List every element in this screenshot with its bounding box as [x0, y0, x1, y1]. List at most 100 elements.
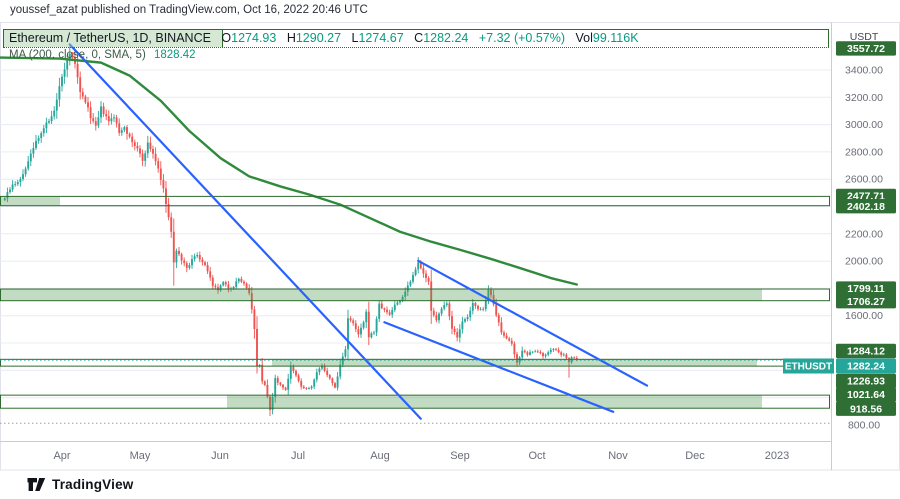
candle-down: [149, 142, 152, 149]
candle-down: [284, 387, 287, 390]
current-price-tag-text: 1282.24: [847, 361, 885, 373]
series-legend-row[interactable]: Ethereum / TetherUS, 1D, BINANCE O1274.9…: [9, 31, 639, 45]
zone-price-tag-text: 1226.93: [847, 376, 885, 388]
candle-up: [274, 378, 277, 397]
candle-down: [87, 102, 89, 108]
candle-up: [399, 300, 401, 303]
candle-up: [396, 302, 399, 305]
candle-up: [32, 148, 35, 154]
candle-up: [37, 138, 40, 141]
tradingview-brand-text: TradingView: [52, 477, 134, 492]
low-label: L: [351, 31, 359, 45]
candle-down: [326, 370, 329, 376]
candle-up: [113, 117, 115, 119]
candle-down: [139, 148, 141, 154]
candle-down: [224, 282, 227, 285]
candle-up: [9, 189, 11, 193]
candle-down: [323, 365, 326, 371]
candle-up: [534, 351, 537, 353]
zone-price-tag: [836, 401, 896, 416]
candle-up: [110, 118, 113, 122]
candle-up: [466, 317, 469, 320]
candle-down: [523, 350, 526, 353]
time-tick-label: Jul: [291, 450, 305, 462]
trendline[interactable]: [68, 43, 422, 420]
supply-demand-zone[interactable]: [0, 394, 830, 409]
candle-up: [412, 275, 414, 282]
zone-price-tag: [836, 293, 896, 309]
candle-up: [375, 318, 378, 333]
candle-up: [401, 296, 404, 301]
candle-up: [55, 99, 58, 111]
time-scale[interactable]: Apr May Jun Jul Aug Sep Oct Nov Dec 2023: [53, 450, 789, 462]
open-value: 1274.93: [231, 31, 277, 45]
low-value: 1274.67: [358, 31, 404, 45]
candle-down: [432, 310, 435, 316]
symbol-price-tag: [783, 358, 834, 374]
zone-price-tag: [836, 373, 896, 389]
candle-up: [531, 351, 534, 353]
price-tick-label: 800.00: [848, 419, 880, 431]
zone-fill[interactable]: [0, 289, 762, 301]
candle-down: [185, 263, 188, 268]
candle-down: [136, 145, 139, 149]
ma-title: MA (200, close, 0, SMA, 5): [9, 49, 146, 61]
candle-down: [115, 117, 118, 124]
candle-up: [438, 313, 440, 321]
close-value: 1282.24: [423, 31, 469, 45]
candle-down: [536, 351, 539, 353]
candle-down: [497, 315, 500, 323]
candle-up: [443, 305, 446, 309]
candle-down: [565, 354, 568, 359]
zone-price-tag: [836, 387, 896, 402]
gridlines: [0, 69, 831, 399]
candle-down: [131, 136, 134, 143]
candle-down: [490, 289, 492, 296]
price-tick-label: 2200.00: [845, 228, 883, 240]
candle-down: [349, 318, 352, 321]
candle-up: [287, 378, 290, 390]
candle-up: [445, 303, 448, 306]
candle-down: [575, 357, 578, 360]
candle-up: [45, 122, 48, 129]
price-scale[interactable]: USDT 3400.00 3200.00 3000.00 2800.00 2600.00 2…: [783, 31, 896, 431]
zone-fill[interactable]: [227, 395, 762, 409]
candle-up: [146, 142, 149, 154]
trendline[interactable]: [417, 259, 649, 387]
ma-legend-row[interactable]: MA (200, close, 0, SMA, 5) 1828.42: [9, 49, 196, 61]
candle-down: [89, 107, 92, 119]
candle-down: [263, 381, 266, 385]
candle-down: [269, 396, 271, 410]
candle-up: [321, 365, 323, 369]
tradingview-attribution[interactable]: TradingView: [27, 477, 133, 492]
candle-up: [414, 269, 417, 276]
supply-demand-zone[interactable]: [0, 288, 830, 302]
candle-up: [97, 117, 100, 126]
candle-down: [560, 352, 563, 355]
tradingview-logo-icon: [27, 478, 46, 491]
zone-fill[interactable]: [272, 359, 757, 367]
candle-down: [427, 278, 430, 282]
candle-down: [386, 309, 388, 313]
series-selection-box[interactable]: [3, 29, 829, 48]
candle-up: [58, 86, 61, 100]
time-tick-label: Oct: [528, 450, 545, 462]
candle-up: [232, 286, 235, 289]
candle-up: [191, 259, 193, 266]
candle-down: [245, 283, 248, 289]
candle-down: [152, 148, 154, 154]
candle-up: [417, 262, 420, 270]
volume-label: Vol: [575, 31, 593, 45]
candle-up: [289, 366, 292, 379]
ma-200-line[interactable]: [0, 56, 578, 286]
zone-fill[interactable]: [0, 196, 60, 206]
symbol-title[interactable]: Ethereum / TetherUS, 1D, BINANCE: [9, 31, 211, 45]
candle-down: [183, 260, 186, 264]
trendline[interactable]: [383, 321, 615, 413]
candle-down: [297, 375, 300, 381]
candle-up: [19, 179, 22, 183]
supply-demand-zone[interactable]: [0, 195, 830, 207]
candle-down: [250, 293, 253, 310]
